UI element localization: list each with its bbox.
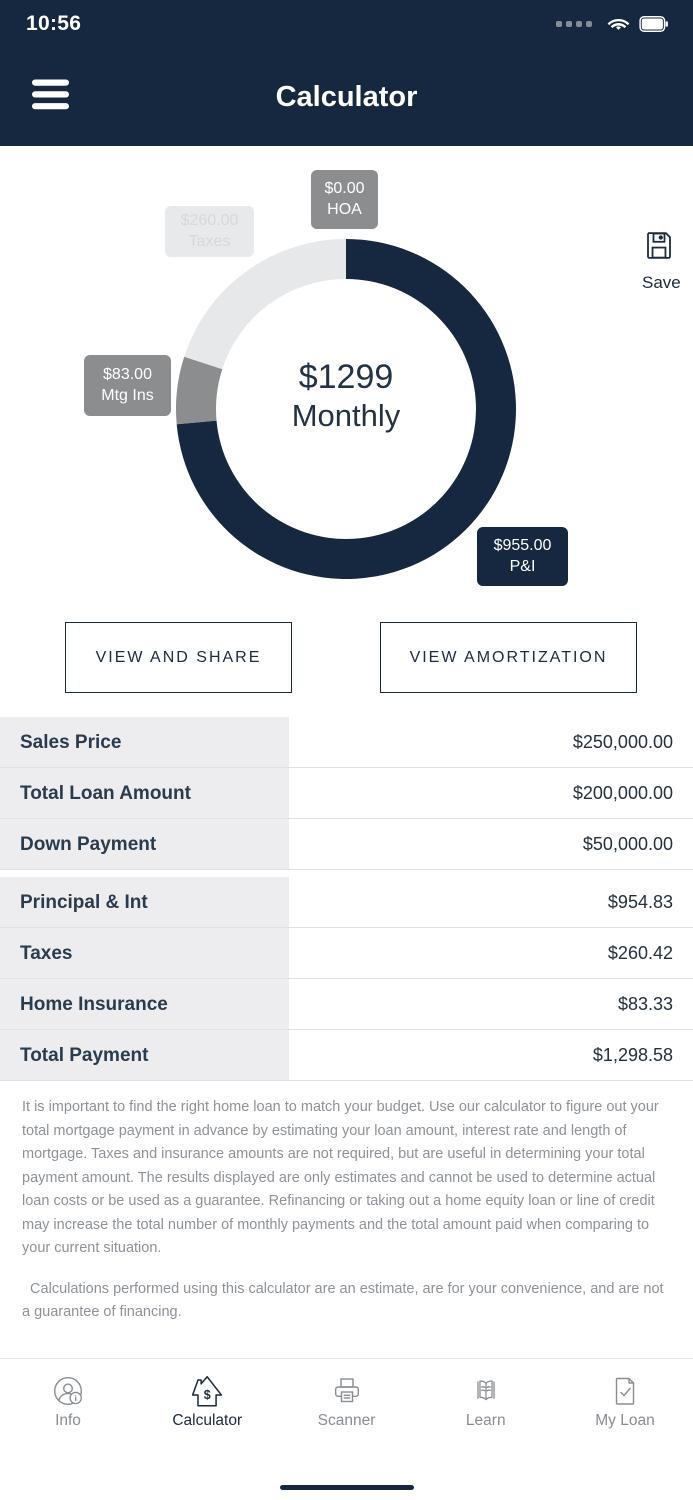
svg-text:$1299: $1299	[299, 358, 394, 396]
svg-text:Monthly: Monthly	[292, 398, 401, 433]
